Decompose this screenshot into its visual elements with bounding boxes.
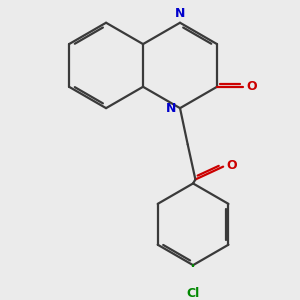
Text: O: O	[247, 80, 257, 93]
Text: N: N	[175, 8, 185, 20]
Text: O: O	[227, 159, 238, 172]
Text: Cl: Cl	[186, 287, 200, 300]
Text: N: N	[166, 102, 176, 115]
